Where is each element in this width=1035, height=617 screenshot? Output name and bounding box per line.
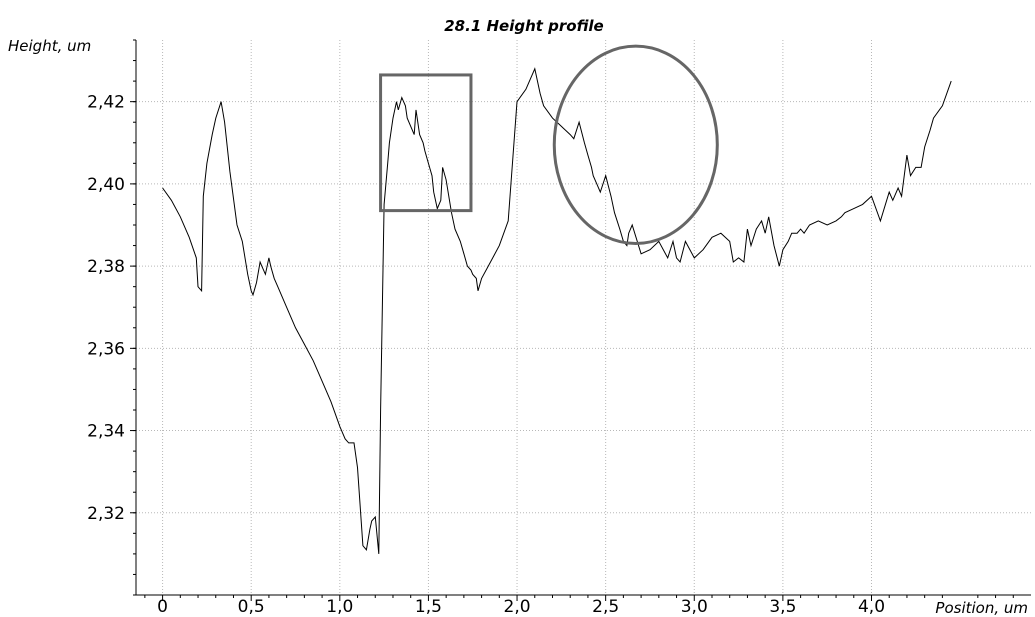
y-tick-label: 2,38 <box>87 257 125 277</box>
highlight-rectangle <box>379 73 473 213</box>
x-tick-label: 1,5 <box>415 597 442 617</box>
tick-labels: 0 0,5 1,0 1,5 2,0 2,5 3,0 3,5 4,0 2,32 2,34 2,36 2,3… <box>87 93 885 617</box>
y-tick-label: 2,32 <box>87 504 125 524</box>
y-tick-label: 2,34 <box>87 422 125 442</box>
x-tick-label: 0 <box>157 597 168 617</box>
axes <box>130 39 1031 601</box>
highlight-ellipse <box>552 44 719 245</box>
x-tick-label: 4,0 <box>858 597 885 617</box>
height-profile-line <box>162 67 952 554</box>
y-tick-label: 2,40 <box>87 175 125 195</box>
y-tick-label: 2,36 <box>87 339 125 359</box>
grid-lines <box>136 40 1031 595</box>
x-tick-label: 2,0 <box>504 597 531 617</box>
chart-title: 28.1 Height profile <box>444 17 603 35</box>
x-tick-label: 0,5 <box>238 597 265 617</box>
y-axis-title: Height, um <box>8 37 91 55</box>
x-tick-label: 2,5 <box>592 597 619 617</box>
series-layer <box>162 67 952 554</box>
x-tick-label: 3,0 <box>681 597 708 617</box>
x-tick-label: 1,0 <box>326 597 353 617</box>
x-axis-title: Position, um <box>935 599 1028 617</box>
y-tick-label: 2,42 <box>87 93 125 113</box>
annotations <box>379 44 719 245</box>
x-tick-label: 3,5 <box>769 597 796 617</box>
